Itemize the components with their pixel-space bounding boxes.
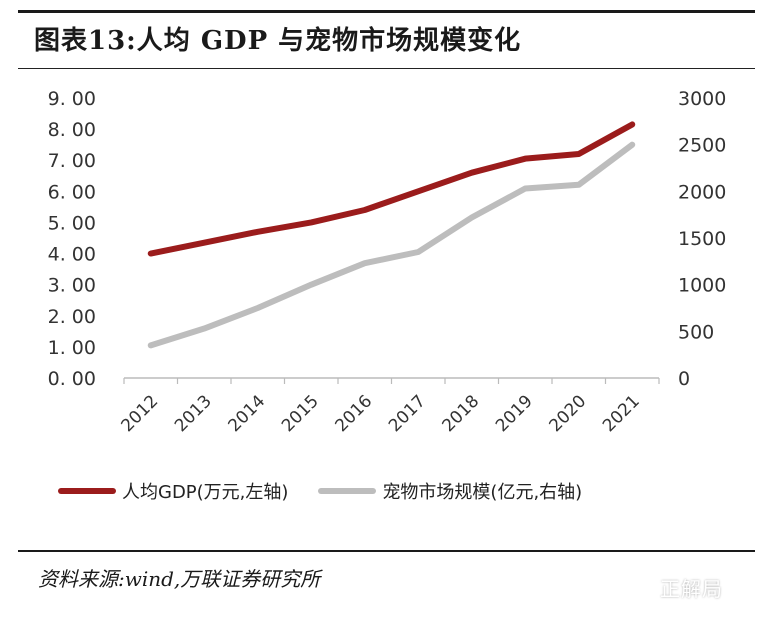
data-point-gdp [364, 209, 366, 211]
data-point-market [310, 284, 312, 286]
x-tick-label: 2012 [118, 391, 163, 436]
x-tick-label: 2015 [278, 391, 323, 436]
data-point-market [471, 216, 473, 218]
data-point-gdp [471, 172, 473, 174]
legend-label-market: 宠物市场规模(亿元,右轴) [382, 482, 583, 503]
y-left-tick-label: 7. 00 [48, 150, 96, 172]
x-tick-label: 2013 [171, 391, 216, 436]
x-tick-label: 2014 [225, 391, 270, 436]
data-point-gdp [524, 158, 526, 160]
data-point-gdp [417, 190, 419, 192]
y-left-tick-label: 9. 00 [48, 88, 96, 110]
bottom-rule [18, 550, 755, 552]
y-right-tick-label: 1500 [678, 228, 726, 250]
data-point-market [524, 188, 526, 190]
y-right-tick-label: 3000 [678, 88, 726, 110]
data-point-market [364, 262, 366, 264]
y-left-tick-label: 8. 00 [48, 119, 96, 141]
title-rule [18, 68, 755, 69]
legend-label-gdp: 人均GDP(万元,左轴) [122, 482, 289, 503]
data-point-market [150, 344, 152, 346]
data-point-gdp [257, 231, 259, 233]
y-left-tick-label: 1. 00 [48, 337, 96, 359]
data-point-market [203, 328, 205, 330]
source-note: 资料来源:wind,万联证券研究所 [38, 567, 321, 591]
legend: 人均GDP(万元,左轴) 宠物市场规模(亿元,右轴) [58, 478, 612, 504]
data-point-gdp [150, 253, 152, 255]
legend-item-market: 宠物市场规模(亿元,右轴) [318, 478, 582, 504]
x-tick-label: 2019 [492, 391, 537, 436]
x-tick-label: 2020 [546, 391, 591, 436]
y-left-tick-label: 0. 00 [48, 368, 96, 390]
series-line-market [147, 141, 636, 349]
data-point-gdp [203, 242, 205, 244]
x-tick-label: 2021 [599, 391, 644, 436]
data-point-market [631, 144, 633, 146]
y-right-tick-label: 2500 [678, 135, 726, 157]
data-point-market [578, 184, 580, 186]
x-tick-label: 2017 [385, 391, 430, 436]
legend-swatch-market [318, 488, 377, 494]
legend-swatch-gdp [58, 488, 116, 494]
y-right-tick-label: 1000 [678, 275, 726, 297]
top-rule [18, 10, 755, 13]
y-left-tick-label: 2. 00 [48, 306, 96, 328]
y-left-tick-label: 3. 00 [48, 275, 96, 297]
y-right-tick-label: 2000 [678, 181, 726, 203]
y-right-tick-label: 500 [678, 321, 714, 343]
y-left-tick-label: 6. 00 [48, 181, 96, 203]
x-tick-label: 2018 [439, 391, 484, 436]
watermark: 正解局 [660, 577, 723, 601]
series-line-gdp [147, 121, 636, 257]
data-point-gdp [310, 221, 312, 223]
y-right-tick-label: 0 [678, 368, 690, 390]
data-point-market [417, 251, 419, 253]
data-point-market [257, 307, 259, 309]
chart-title: 图表13:人均 GDP 与宠物市场规模变化 [34, 26, 522, 56]
legend-item-gdp: 人均GDP(万元,左轴) [58, 478, 288, 504]
data-point-gdp [631, 123, 633, 125]
y-left-tick-label: 4. 00 [48, 244, 96, 266]
x-tick-label: 2016 [332, 391, 377, 436]
y-left-tick-label: 5. 00 [48, 212, 96, 234]
data-point-gdp [578, 153, 580, 155]
